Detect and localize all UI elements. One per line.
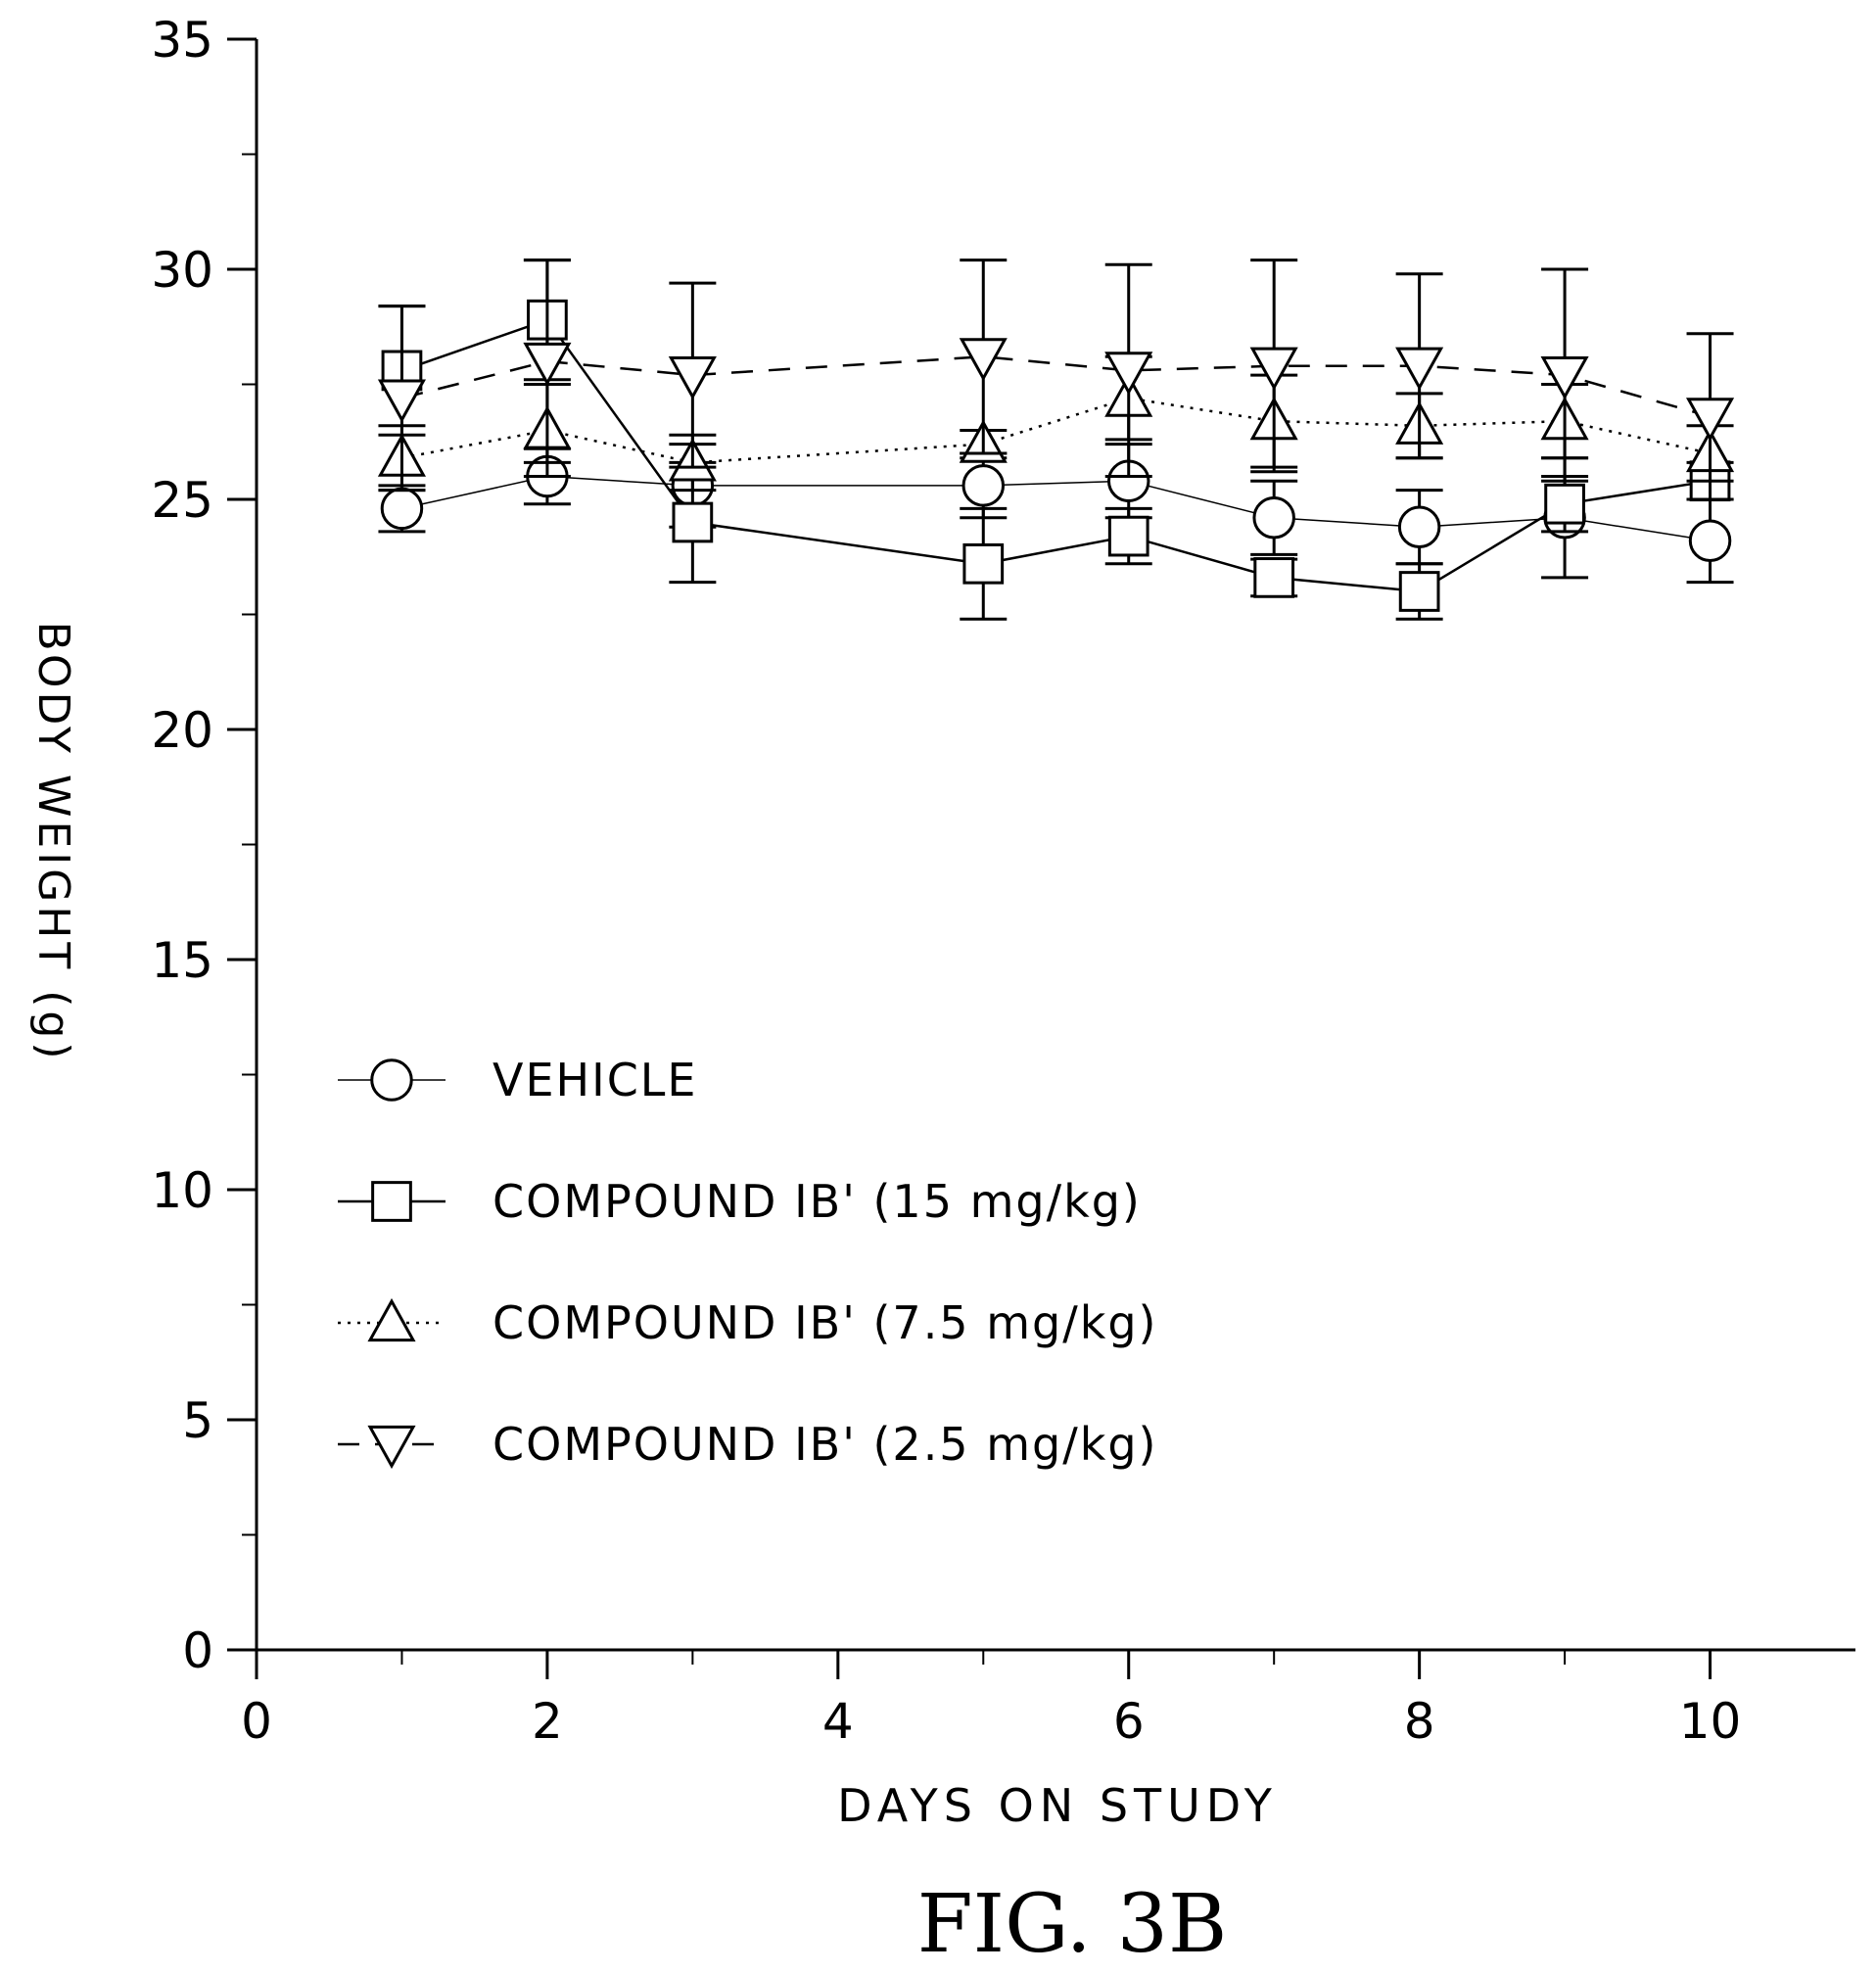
y-tick-label: 15 [151, 932, 213, 989]
legend-entry-2: COMPOUND IB' (15 mg/kg) [338, 1175, 1142, 1228]
x-axis-label: DAYS ON STUDY [837, 1779, 1278, 1832]
legend-entry-4: COMPOUND IB' (2.5 mg/kg) [338, 1418, 1158, 1471]
data-point [1249, 347, 1298, 391]
y-axis-ticks: 0 5 10 15 20 25 30 35 [151, 12, 257, 1679]
series-1 [378, 443, 1734, 585]
data-point [1544, 483, 1585, 525]
legend-entry-3: COMPOUND IB' (7.5 mg/kg) [338, 1296, 1158, 1349]
series-line [401, 355, 1711, 418]
series-line [401, 318, 1711, 593]
data-point [1685, 398, 1735, 442]
data-point [1252, 496, 1295, 540]
triangle-down-marker-icon [367, 1425, 416, 1470]
data-point [668, 356, 717, 400]
x-tick-label: 6 [1113, 1693, 1145, 1750]
data-point [959, 338, 1008, 382]
data-point [523, 342, 572, 387]
data-point [962, 542, 1005, 585]
y-tick-label: 25 [151, 472, 213, 529]
y-tick-label: 5 [182, 1392, 213, 1449]
data-point [1104, 352, 1153, 396]
legend-label: COMPOUND IB' (15 mg/kg) [492, 1175, 1142, 1228]
x-tick-label: 10 [1679, 1693, 1742, 1750]
x-tick-label: 0 [241, 1693, 272, 1750]
x-axis-ticks: 0 2 4 6 8 10 [241, 1650, 1741, 1750]
y-axis-label: BODY WEIGHT (g) [28, 622, 78, 1063]
legend: VEHICLE COMPOUND IB' (15 mg/kg) COMPOUND I… [338, 1054, 1158, 1471]
legend-label: COMPOUND IB' (2.5 mg/kg) [492, 1418, 1158, 1471]
data-point [1107, 515, 1149, 557]
x-tick-label: 8 [1404, 1693, 1435, 1750]
circle-marker-icon [370, 1058, 413, 1102]
series-2 [378, 258, 1734, 621]
data-point [961, 464, 1006, 507]
data-point [1253, 557, 1295, 598]
legend-label: VEHICLE [492, 1054, 698, 1106]
series-layer [377, 258, 1735, 621]
y-tick-label: 20 [151, 702, 213, 759]
data-point [1395, 347, 1444, 391]
series-line [401, 397, 1711, 464]
data-point [1398, 571, 1440, 612]
data-point [672, 501, 714, 543]
x-tick-label: 2 [532, 1693, 563, 1750]
series-line [401, 475, 1711, 542]
series-4 [377, 258, 1735, 501]
axes: 0 5 10 15 20 25 30 35 0 2 4 6 8 10 BODY WEIGHT (g) D… [28, 12, 1855, 1832]
square-marker-icon [371, 1181, 412, 1222]
data-point [1688, 519, 1732, 563]
triangle-up-marker-icon [367, 1297, 416, 1342]
y-tick-label: 30 [151, 242, 213, 299]
y-tick-label: 35 [151, 12, 213, 69]
y-tick-label: 0 [182, 1622, 213, 1679]
data-point [1397, 505, 1441, 548]
data-point [380, 487, 424, 531]
legend-entry-1: VEHICLE [338, 1054, 698, 1106]
y-tick-label: 10 [151, 1162, 213, 1219]
figure-caption: FIG. 3B [917, 1878, 1227, 1971]
data-point [1540, 356, 1589, 400]
data-point [377, 379, 427, 423]
legend-label: COMPOUND IB' (7.5 mg/kg) [492, 1296, 1158, 1349]
x-tick-label: 4 [822, 1693, 854, 1750]
series-3 [377, 354, 1735, 493]
